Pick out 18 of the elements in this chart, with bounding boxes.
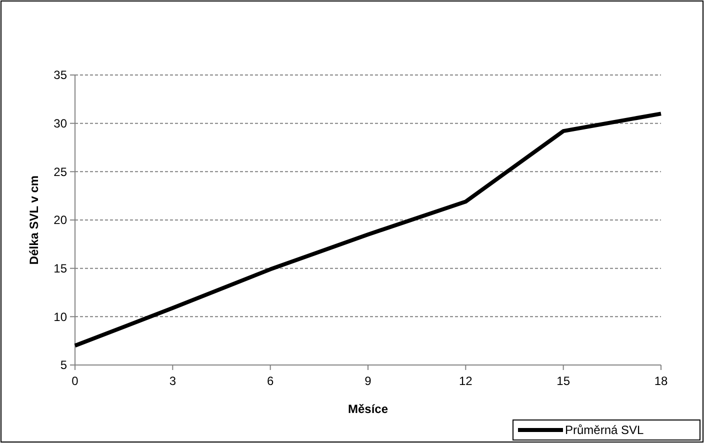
y-tick-label: 20 (54, 213, 68, 228)
y-tick-label: 10 (54, 310, 68, 324)
y-tick-label: 5 (60, 358, 68, 372)
line-series (73, 112, 663, 348)
x-tick-label: 15 (556, 374, 570, 388)
x-axis-title: Měsíce (348, 402, 388, 416)
x-tick-label: 18 (654, 374, 668, 388)
legend-label: Průměrná SVL (565, 423, 644, 438)
y-axis-title: Délka SVL v cm (27, 175, 41, 265)
y-tick-label: 35 (54, 68, 68, 82)
x-tick-label: 6 (266, 374, 274, 388)
y-tick-label: 30 (54, 116, 68, 131)
x-tick-label: 12 (458, 374, 473, 388)
y-tick-label: 25 (54, 164, 68, 179)
x-tick-label: 9 (364, 374, 372, 388)
x-tick-label: 3 (169, 374, 176, 388)
y-tick-label: 15 (54, 262, 68, 276)
x-tick-label: 0 (72, 374, 79, 388)
